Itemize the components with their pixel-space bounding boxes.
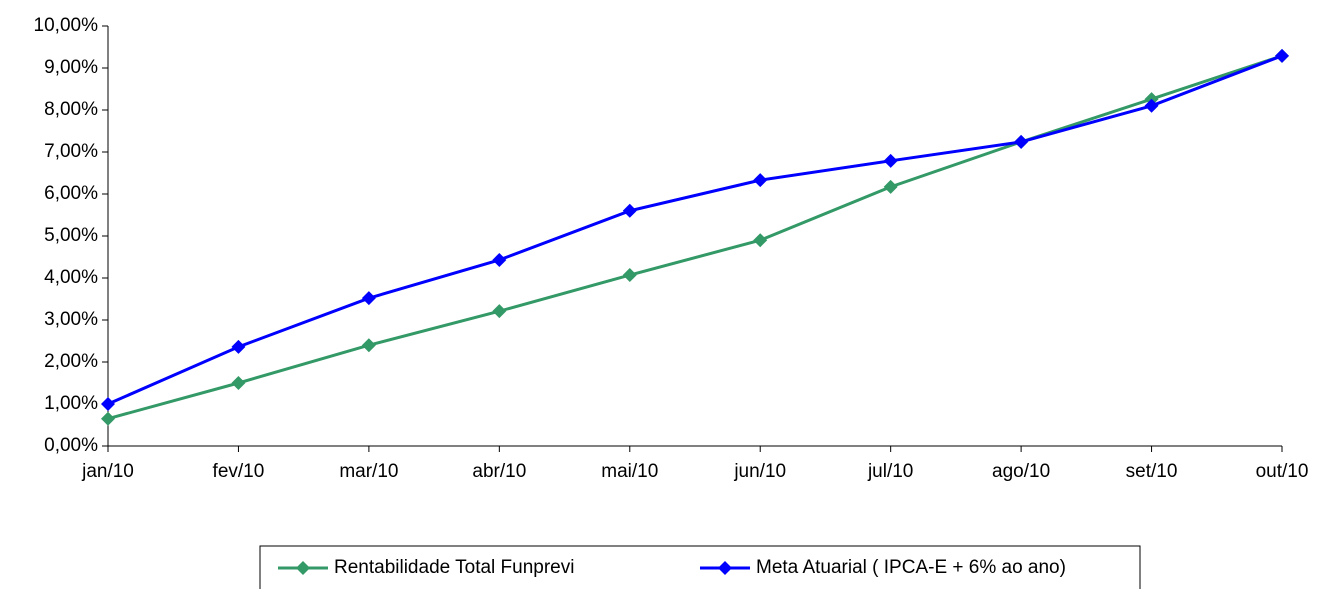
x-tick-label: ago/10	[992, 461, 1050, 482]
y-tick-label: 0,00%	[44, 435, 98, 456]
y-tick-label: 10,00%	[34, 15, 99, 36]
marker	[753, 233, 768, 248]
marker	[883, 153, 898, 168]
x-tick-label: abr/10	[472, 461, 526, 482]
marker	[361, 291, 376, 306]
legend-marker	[296, 561, 310, 575]
marker	[361, 338, 376, 353]
marker	[622, 268, 637, 283]
legend-marker	[718, 561, 732, 575]
y-tick-label: 5,00%	[44, 225, 98, 246]
marker	[101, 411, 115, 426]
marker	[492, 252, 507, 267]
y-tick-label: 7,00%	[44, 141, 98, 162]
marker	[622, 203, 637, 218]
legend-label: Rentabilidade Total Funprevi	[334, 557, 574, 578]
marker	[1275, 48, 1289, 63]
legend-box	[259, 545, 1141, 589]
series-line	[107, 54, 1283, 421]
marker	[231, 339, 246, 354]
y-tick-label: 8,00%	[44, 99, 98, 120]
marker	[1014, 134, 1029, 149]
y-tick-label: 1,00%	[44, 393, 98, 414]
x-tick-label: mai/10	[601, 461, 658, 482]
x-tick-label: mar/10	[339, 461, 398, 482]
y-tick-label: 4,00%	[44, 267, 98, 288]
x-tick-label: set/10	[1126, 461, 1178, 482]
legend-label: Meta Atuarial ( IPCA-E + 6% ao ano)	[756, 557, 1066, 578]
y-tick-label: 9,00%	[44, 57, 98, 78]
x-tick-label: jan/10	[81, 461, 134, 482]
marker	[753, 173, 768, 188]
y-tick-label: 6,00%	[44, 183, 98, 204]
x-tick-label: jul/10	[867, 461, 913, 482]
x-tick-label: jun/10	[733, 461, 786, 482]
y-tick-label: 3,00%	[44, 309, 98, 330]
marker	[101, 397, 115, 411]
marker	[231, 376, 246, 390]
x-tick-label: out/10	[1256, 461, 1309, 482]
marker	[883, 179, 898, 194]
marker	[1144, 98, 1159, 113]
marker	[492, 304, 507, 319]
x-tick-label: fev/10	[213, 461, 265, 482]
y-tick-label: 2,00%	[44, 351, 98, 372]
series-line	[107, 54, 1283, 406]
